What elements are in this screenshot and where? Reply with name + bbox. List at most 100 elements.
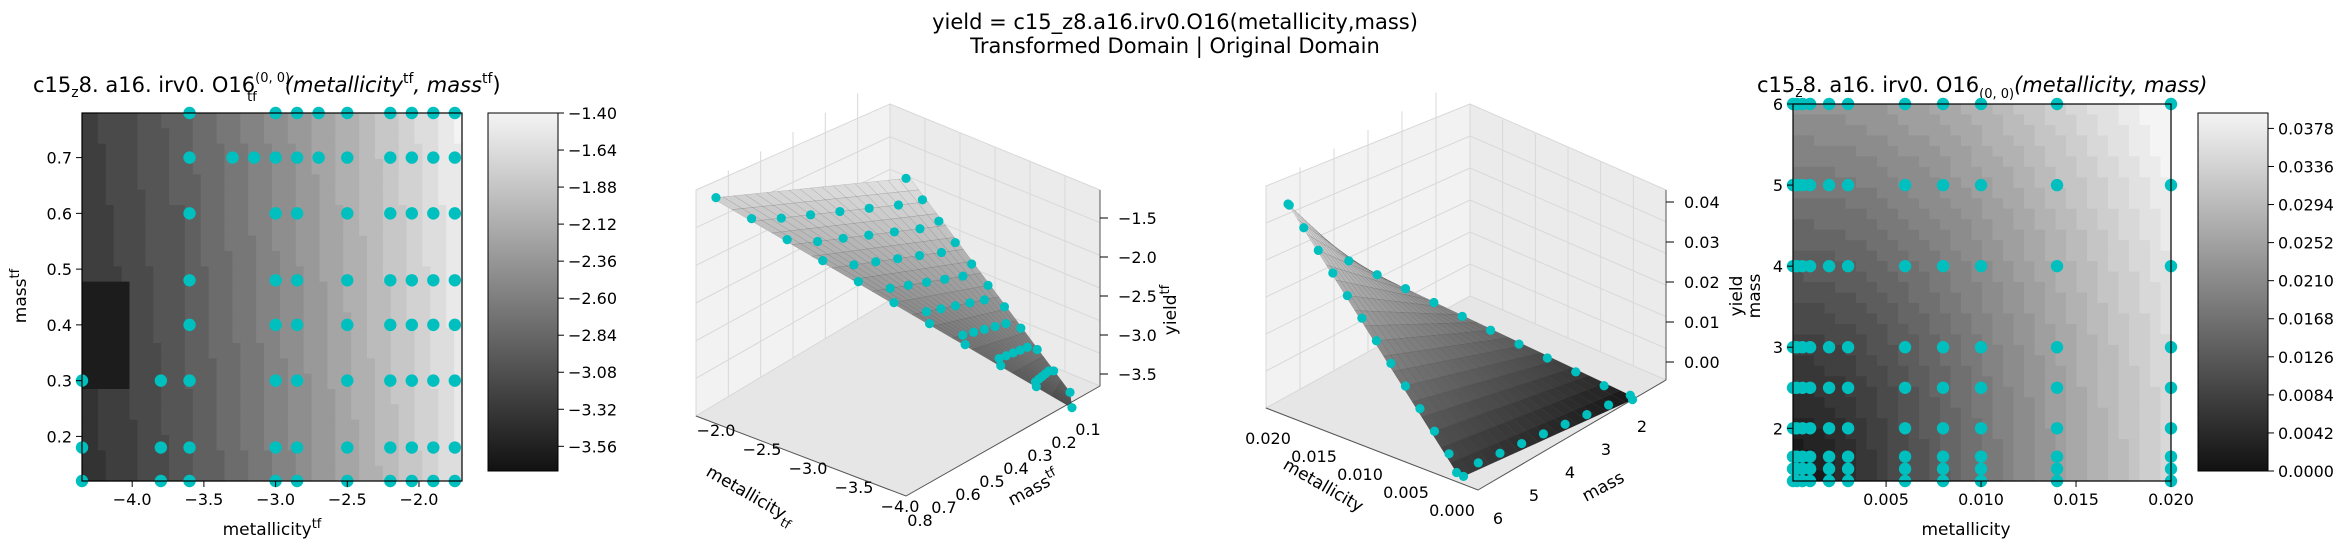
- contour-cell: [224, 373, 234, 390]
- contour-cell: [1929, 407, 1941, 419]
- contour-cell: [2150, 323, 2162, 335]
- contour-cell: [2045, 407, 2057, 419]
- contour-cell: [153, 450, 162, 467]
- contour-cell: [1919, 449, 1931, 461]
- contour-cell: [1824, 439, 1836, 451]
- contour-cell: [351, 343, 360, 359]
- contour-cell: [2108, 104, 2120, 116]
- contour-cell: [446, 343, 455, 359]
- contour-cell: [2129, 344, 2141, 356]
- contour-cell: [2003, 261, 2015, 273]
- contour-cell: [1877, 460, 1889, 472]
- contour-cell: [2024, 187, 2036, 199]
- contour-cell: [145, 373, 154, 390]
- contour-cell: [359, 266, 368, 283]
- contour-cell: [184, 251, 194, 267]
- contour-cell: [2118, 229, 2130, 241]
- contour-cell: [153, 220, 162, 237]
- contour-cell: [303, 450, 313, 467]
- contour-cell: [224, 404, 234, 421]
- contour-cell: [1971, 250, 1983, 262]
- contour-cell: [2139, 460, 2151, 472]
- contour-cell: [224, 189, 234, 206]
- contour-cell: [2076, 240, 2088, 252]
- contour-cell: [2097, 208, 2109, 220]
- contour-cell: [264, 205, 273, 221]
- contour-cell: [2034, 407, 2046, 419]
- contour-cell: [438, 251, 447, 267]
- contour-cell: [169, 404, 178, 421]
- contour-cell: [2034, 145, 2046, 157]
- contour-cell: [2118, 313, 2130, 325]
- contour-cell: [390, 343, 400, 359]
- contour-cell: [1919, 460, 1931, 472]
- contour-cell: [422, 373, 431, 390]
- contour-cell: [343, 189, 352, 206]
- contour-cell: [161, 450, 170, 467]
- contour-cell: [1929, 376, 1941, 388]
- contour-cell: [1898, 334, 1910, 346]
- contour-cell: [89, 450, 99, 467]
- contour-cell: [1845, 240, 1857, 252]
- contour-cell: [2139, 282, 2151, 294]
- contour-cell: [2003, 355, 2015, 367]
- contour-cell: [1835, 156, 1847, 168]
- contour-cell: [311, 312, 321, 329]
- contour-cell: [113, 312, 123, 329]
- contour-cell: [1950, 135, 1962, 147]
- contour-cell: [1814, 240, 1826, 252]
- contour-cell: [1961, 166, 1973, 178]
- contour-cell: [2160, 250, 2172, 262]
- contour-cell: [287, 450, 297, 467]
- contour-cell: [113, 220, 123, 237]
- contour-cell: [224, 281, 234, 298]
- contour-cell: [2160, 104, 2172, 116]
- contour-cell: [2013, 344, 2025, 356]
- contour-cell: [295, 113, 305, 129]
- contour-cell: [1793, 135, 1805, 147]
- contour-cell: [2013, 449, 2025, 461]
- contour-cell: [240, 159, 249, 175]
- contour-cell: [2024, 145, 2036, 157]
- contour-cell: [2024, 355, 2036, 367]
- contour-cell: [129, 435, 139, 451]
- contour-cell: [2024, 177, 2036, 189]
- contour-cell: [256, 297, 265, 313]
- contour-cell: [343, 358, 352, 375]
- contour-cell: [430, 174, 439, 191]
- contour-cell: [1919, 323, 1931, 335]
- contour-cell: [1929, 365, 1941, 377]
- contour-cell: [1982, 166, 1994, 178]
- contour-cell: [2066, 177, 2078, 189]
- contour-cell: [367, 235, 376, 252]
- contour-cell: [1992, 145, 2004, 157]
- contour-cell: [430, 189, 439, 206]
- contour-cell: [287, 312, 297, 329]
- contour-cell: [2013, 166, 2025, 178]
- contour-cell: [248, 450, 257, 467]
- contour-cell: [2013, 219, 2025, 231]
- contour-cell: [2150, 302, 2162, 315]
- contour-cell: [2118, 292, 2130, 304]
- contour-cell: [1992, 271, 2004, 283]
- contour-cell: [390, 235, 400, 252]
- contour-cell: [89, 404, 99, 421]
- data-point: [1342, 290, 1352, 301]
- contour-cell: [327, 435, 336, 451]
- y-tick-label: 0.3: [47, 372, 72, 391]
- contour-cell: [1992, 302, 2004, 315]
- x-tick-label: −2.5: [743, 440, 782, 459]
- contour-cell: [272, 419, 281, 436]
- contour-cell: [208, 389, 218, 405]
- contour-cell: [374, 174, 384, 191]
- contour-cell: [216, 266, 226, 283]
- contour-cell: [89, 297, 99, 313]
- colorbar-tick-label: −2.84: [568, 326, 617, 345]
- contour-cell: [264, 465, 273, 482]
- contour-cell: [1877, 407, 1889, 419]
- contour-cell: [2013, 104, 2025, 116]
- contour-cell: [2055, 282, 2067, 294]
- contour-cell: [2003, 449, 2015, 461]
- contour-cell: [2003, 397, 2015, 409]
- contour-cell: [319, 281, 329, 298]
